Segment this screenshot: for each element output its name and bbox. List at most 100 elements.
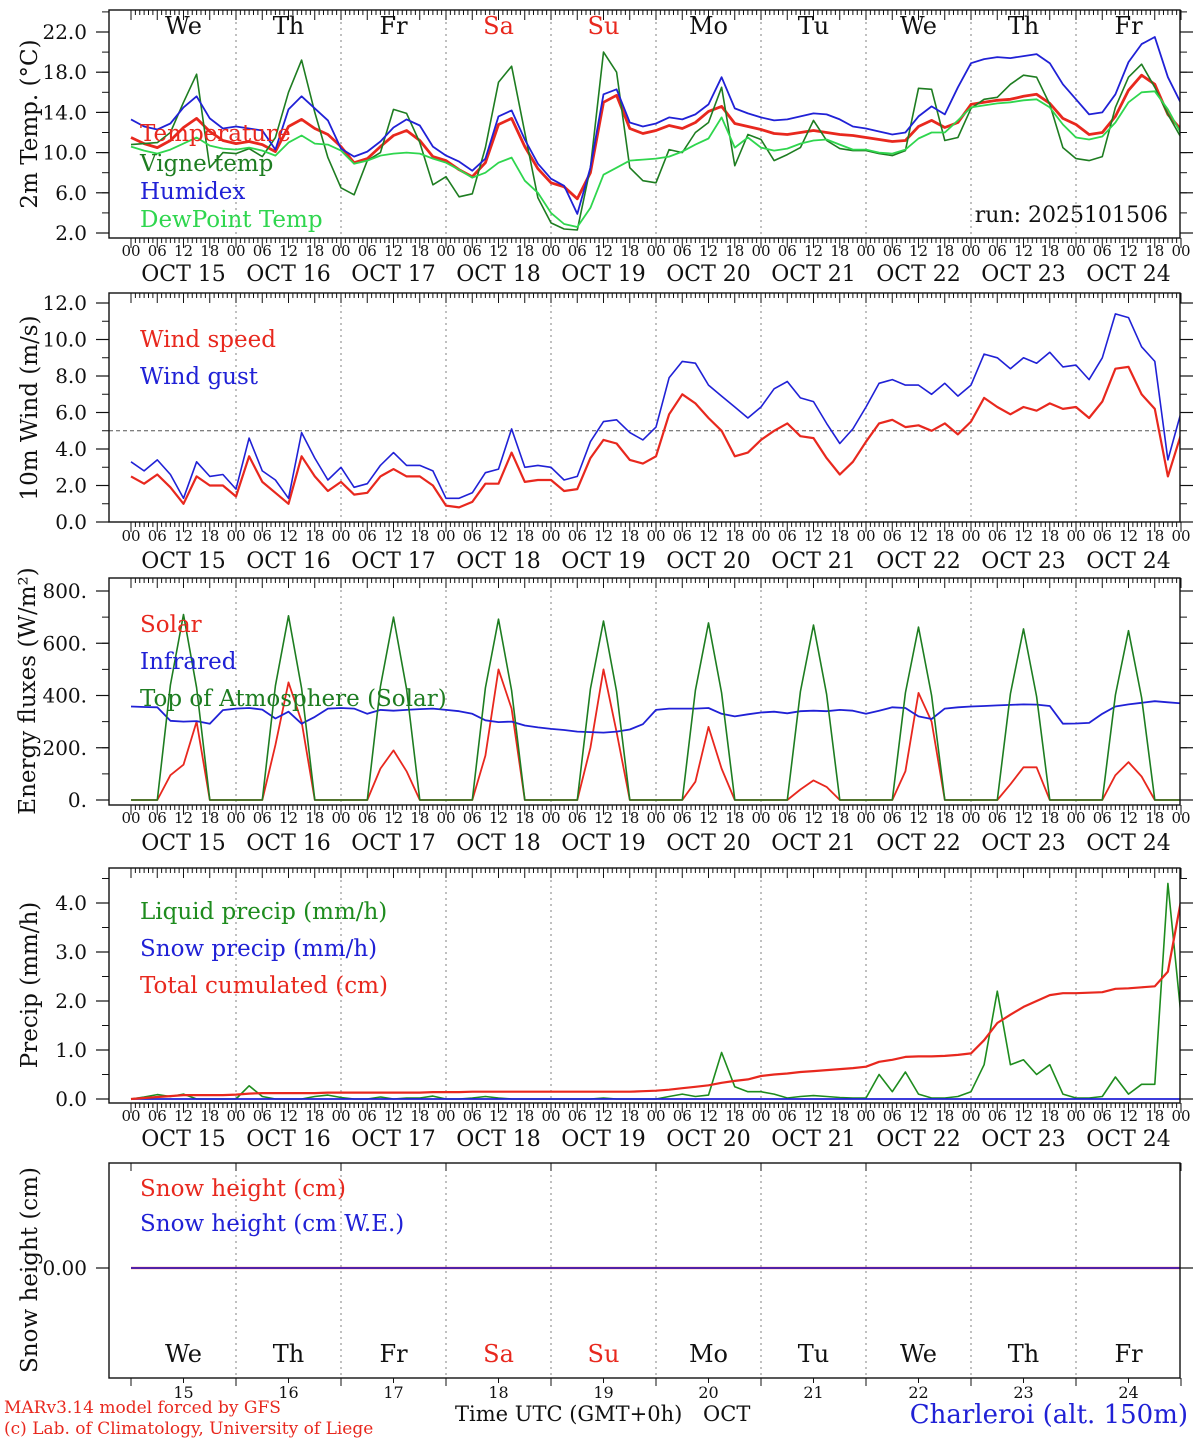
hour-label: 06 (358, 1107, 377, 1125)
hour-label: 00 (1066, 242, 1085, 260)
hour-label: 00 (331, 527, 350, 545)
hour-label: 06 (463, 242, 482, 260)
hour-label: 12 (594, 527, 613, 545)
day-letter: Sa (483, 12, 514, 40)
day-letter: Mo (689, 12, 728, 40)
date-number: 19 (593, 1383, 613, 1402)
hour-label: 06 (463, 1107, 482, 1125)
hour-label: 00 (961, 242, 980, 260)
hour-label: 18 (1040, 1107, 1059, 1125)
hour-label: 06 (988, 242, 1007, 260)
hour-label: 12 (174, 1107, 193, 1125)
hour-label: 18 (935, 242, 954, 260)
hour-label: 18 (200, 242, 219, 260)
date-label: OCT 15 (141, 262, 226, 287)
day-letter: We (900, 12, 937, 40)
hour-label: 12 (594, 242, 613, 260)
plot-frame (108, 867, 1181, 1104)
credit-copyright-line: (c) Lab. of Climatology, University of L… (4, 1419, 374, 1439)
date-label: OCT 24 (1086, 262, 1171, 287)
date-label: OCT 15 (141, 1127, 226, 1152)
vigne_temp-line (130, 51, 1180, 231)
hour-label: 06 (778, 527, 797, 545)
series-group (130, 882, 1180, 1101)
y-axis-title-temp: 2m Temp. (°C) (17, 39, 43, 209)
date-label: OCT 22 (876, 262, 961, 287)
hour-label: 12 (699, 1107, 718, 1125)
y-tick-label: 0. (68, 788, 87, 812)
hour-label: 12 (489, 527, 508, 545)
hour-label: 00 (751, 527, 770, 545)
panel-snow: 15 We 16 Th 17 Fr 18 Sa 19 Su 20 Mo 21 Tu 22 We 23 Th 24 Fr… (42, 1162, 1193, 1402)
hour-label: 12 (1119, 809, 1138, 827)
hour-label: 18 (830, 809, 849, 827)
hour-label: 06 (673, 1107, 692, 1125)
hour-label: 00 (541, 1107, 560, 1125)
hour-label: 06 (148, 527, 167, 545)
hour-label: 18 (200, 1107, 219, 1125)
hour-label: 12 (699, 242, 718, 260)
hour-label: 06 (568, 242, 587, 260)
toa_solar-line (131, 613, 1180, 801)
hour-label: 00 (1171, 527, 1190, 545)
day-letter: Su (588, 12, 620, 40)
date-label: OCT 23 (981, 262, 1066, 287)
temperature-line (130, 73, 1180, 201)
hour-label: 18 (935, 527, 954, 545)
y-tick-label: 12.0 (42, 291, 87, 315)
hour-label: 06 (673, 809, 692, 827)
hour-label: 18 (305, 242, 324, 260)
y-tick-label: 6.0 (55, 401, 87, 425)
hour-label: 12 (384, 809, 403, 827)
hour-label: 00 (436, 242, 455, 260)
hour-label: 00 (331, 1107, 350, 1125)
legend-humidex: Humidex (140, 179, 246, 205)
hour-label: 12 (279, 242, 298, 260)
hour-label: 00 (1066, 809, 1085, 827)
legend-snow-height-we: Snow height (cm W.E.) (140, 1211, 405, 1237)
hour-label: 12 (1119, 527, 1138, 545)
hour-label: 06 (988, 1107, 1007, 1125)
hour-label: 06 (253, 1107, 272, 1125)
hour-label: 06 (673, 527, 692, 545)
hour-label: 00 (961, 809, 980, 827)
hour-label: 12 (909, 809, 928, 827)
day-letter: Fr (379, 1340, 408, 1368)
hour-label: 06 (253, 809, 272, 827)
hour-label: 18 (725, 809, 744, 827)
hour-label: 06 (883, 527, 902, 545)
hour-label: 18 (410, 1107, 429, 1125)
plot-frame (108, 577, 1181, 806)
hour-label: 18 (410, 527, 429, 545)
hour-label: 00 (751, 1107, 770, 1125)
hour-label: 18 (1145, 242, 1164, 260)
hour-label: 00 (331, 809, 350, 827)
hour-label: 12 (594, 809, 613, 827)
hour-label: 12 (174, 527, 193, 545)
date-label: OCT 18 (456, 831, 541, 856)
plot-frame (108, 292, 1181, 523)
hour-label: 12 (279, 809, 298, 827)
date-label: OCT 22 (876, 549, 961, 574)
hour-label: 00 (1066, 1107, 1085, 1125)
hour-label: 12 (384, 527, 403, 545)
hour-label: 18 (830, 527, 849, 545)
legend-wind-speed: Wind speed (140, 327, 276, 353)
date-label: OCT 18 (456, 262, 541, 287)
date-label: OCT 17 (351, 831, 436, 856)
date-number: 15 (173, 1383, 193, 1402)
hour-label: 18 (620, 1107, 639, 1125)
hour-label: 18 (515, 809, 534, 827)
date-label: OCT 23 (981, 831, 1066, 856)
day-letter: We (165, 1340, 202, 1368)
y-tick-label: 3.0 (55, 940, 87, 964)
hour-label: 18 (305, 527, 324, 545)
date-label: OCT 21 (771, 262, 856, 287)
day-letter: Fr (1114, 1340, 1143, 1368)
legend-total-cumulated: Total cumulated (cm) (140, 973, 388, 999)
date-label: OCT 16 (246, 1127, 331, 1152)
humidex-line (130, 36, 1180, 215)
hour-label: 12 (804, 809, 823, 827)
hour-label: 18 (725, 527, 744, 545)
